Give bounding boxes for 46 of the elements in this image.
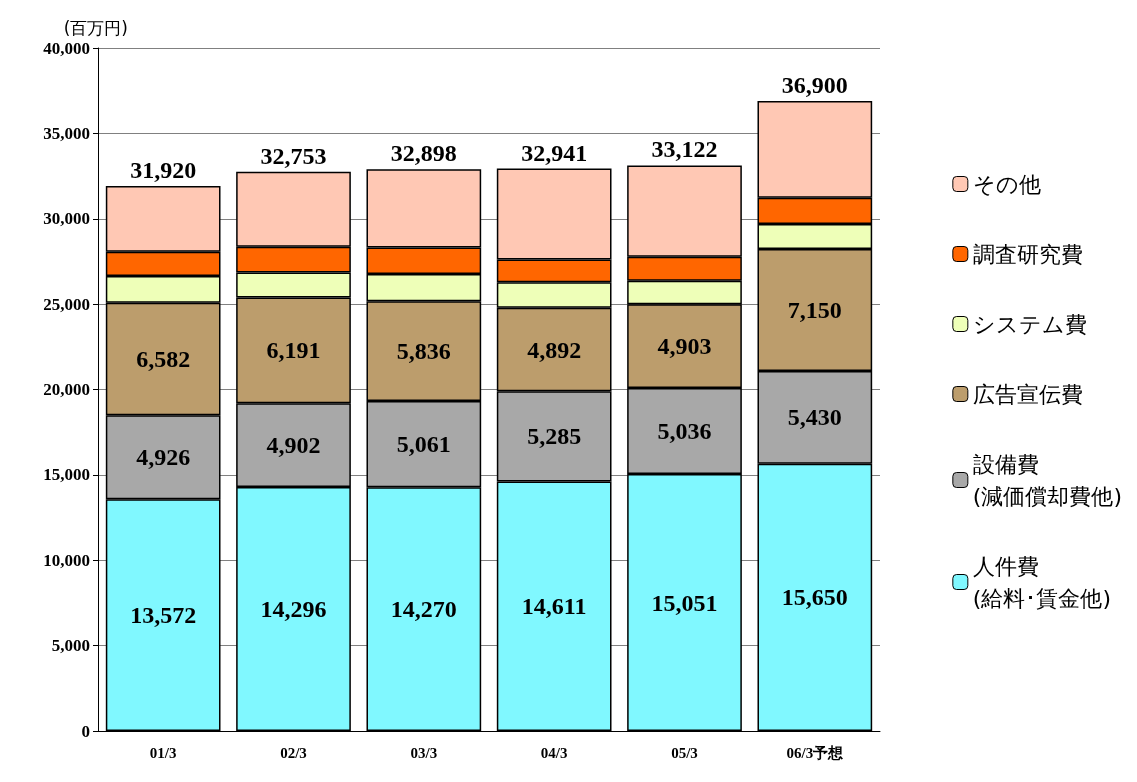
- y-tick-label: 40,000: [43, 38, 90, 58]
- y-tick-label: 30,000: [43, 209, 90, 229]
- total-label: 32,898: [390, 140, 457, 167]
- y-tick-label: 10,000: [43, 550, 90, 570]
- legend-label: 調査研究費: [972, 241, 1083, 267]
- y-tick-label: 0: [81, 721, 90, 741]
- legend-label: 人件費 (給料･賃金他): [972, 553, 1112, 611]
- total-label: 32,941: [521, 139, 588, 166]
- data-label: 6,582: [136, 345, 191, 372]
- data-label: 14,611: [521, 593, 587, 620]
- data-label: 15,051: [651, 589, 718, 616]
- data-label: 13,572: [130, 602, 197, 629]
- legend-label: その他: [972, 171, 1041, 197]
- data-label: 5,430: [787, 404, 842, 431]
- total-label: 31,920: [130, 156, 197, 183]
- y-tick-label: 35,000: [43, 123, 90, 143]
- data-label: 4,903: [657, 333, 712, 360]
- data-label: 14,270: [390, 596, 457, 623]
- data-label: 4,902: [266, 432, 321, 459]
- x-tick-label: 03/3: [410, 744, 438, 761]
- data-label: 7,150: [787, 297, 842, 324]
- data-label: 4,926: [136, 444, 191, 471]
- x-tick-label: 05/3: [671, 744, 698, 761]
- x-tick-label: 06/3予想: [786, 744, 845, 761]
- y-tick-label: 25,000: [43, 294, 90, 314]
- data-label: 15,650: [781, 584, 848, 611]
- y-tick-label: 20,000: [43, 380, 90, 399]
- y-tick-label: 5,000: [51, 636, 90, 656]
- data-label: 14,296: [260, 595, 327, 622]
- data-label: 5,061: [396, 431, 451, 458]
- data-label: 5,285: [527, 423, 582, 450]
- data-label: 5,836: [396, 338, 451, 365]
- x-tick-label: 01/3: [149, 744, 177, 761]
- data-label: 4,892: [527, 336, 582, 363]
- total-label: 33,122: [651, 136, 718, 163]
- total-label: 32,753: [260, 142, 327, 169]
- y-tick-label: 15,000: [43, 465, 90, 485]
- y-axis-title: (百万円): [63, 17, 128, 38]
- data-label: 6,191: [266, 337, 321, 364]
- legend-label: 広告宣伝費: [972, 381, 1083, 407]
- total-label: 36,900: [781, 71, 848, 98]
- data-label: 5,036: [657, 418, 712, 445]
- x-tick-label: 02/3: [280, 744, 307, 761]
- legend-label: システム費: [972, 311, 1087, 337]
- x-tick-label: 04/3: [540, 744, 568, 761]
- legend-label: 設備費 (減価償却費他): [972, 451, 1123, 509]
